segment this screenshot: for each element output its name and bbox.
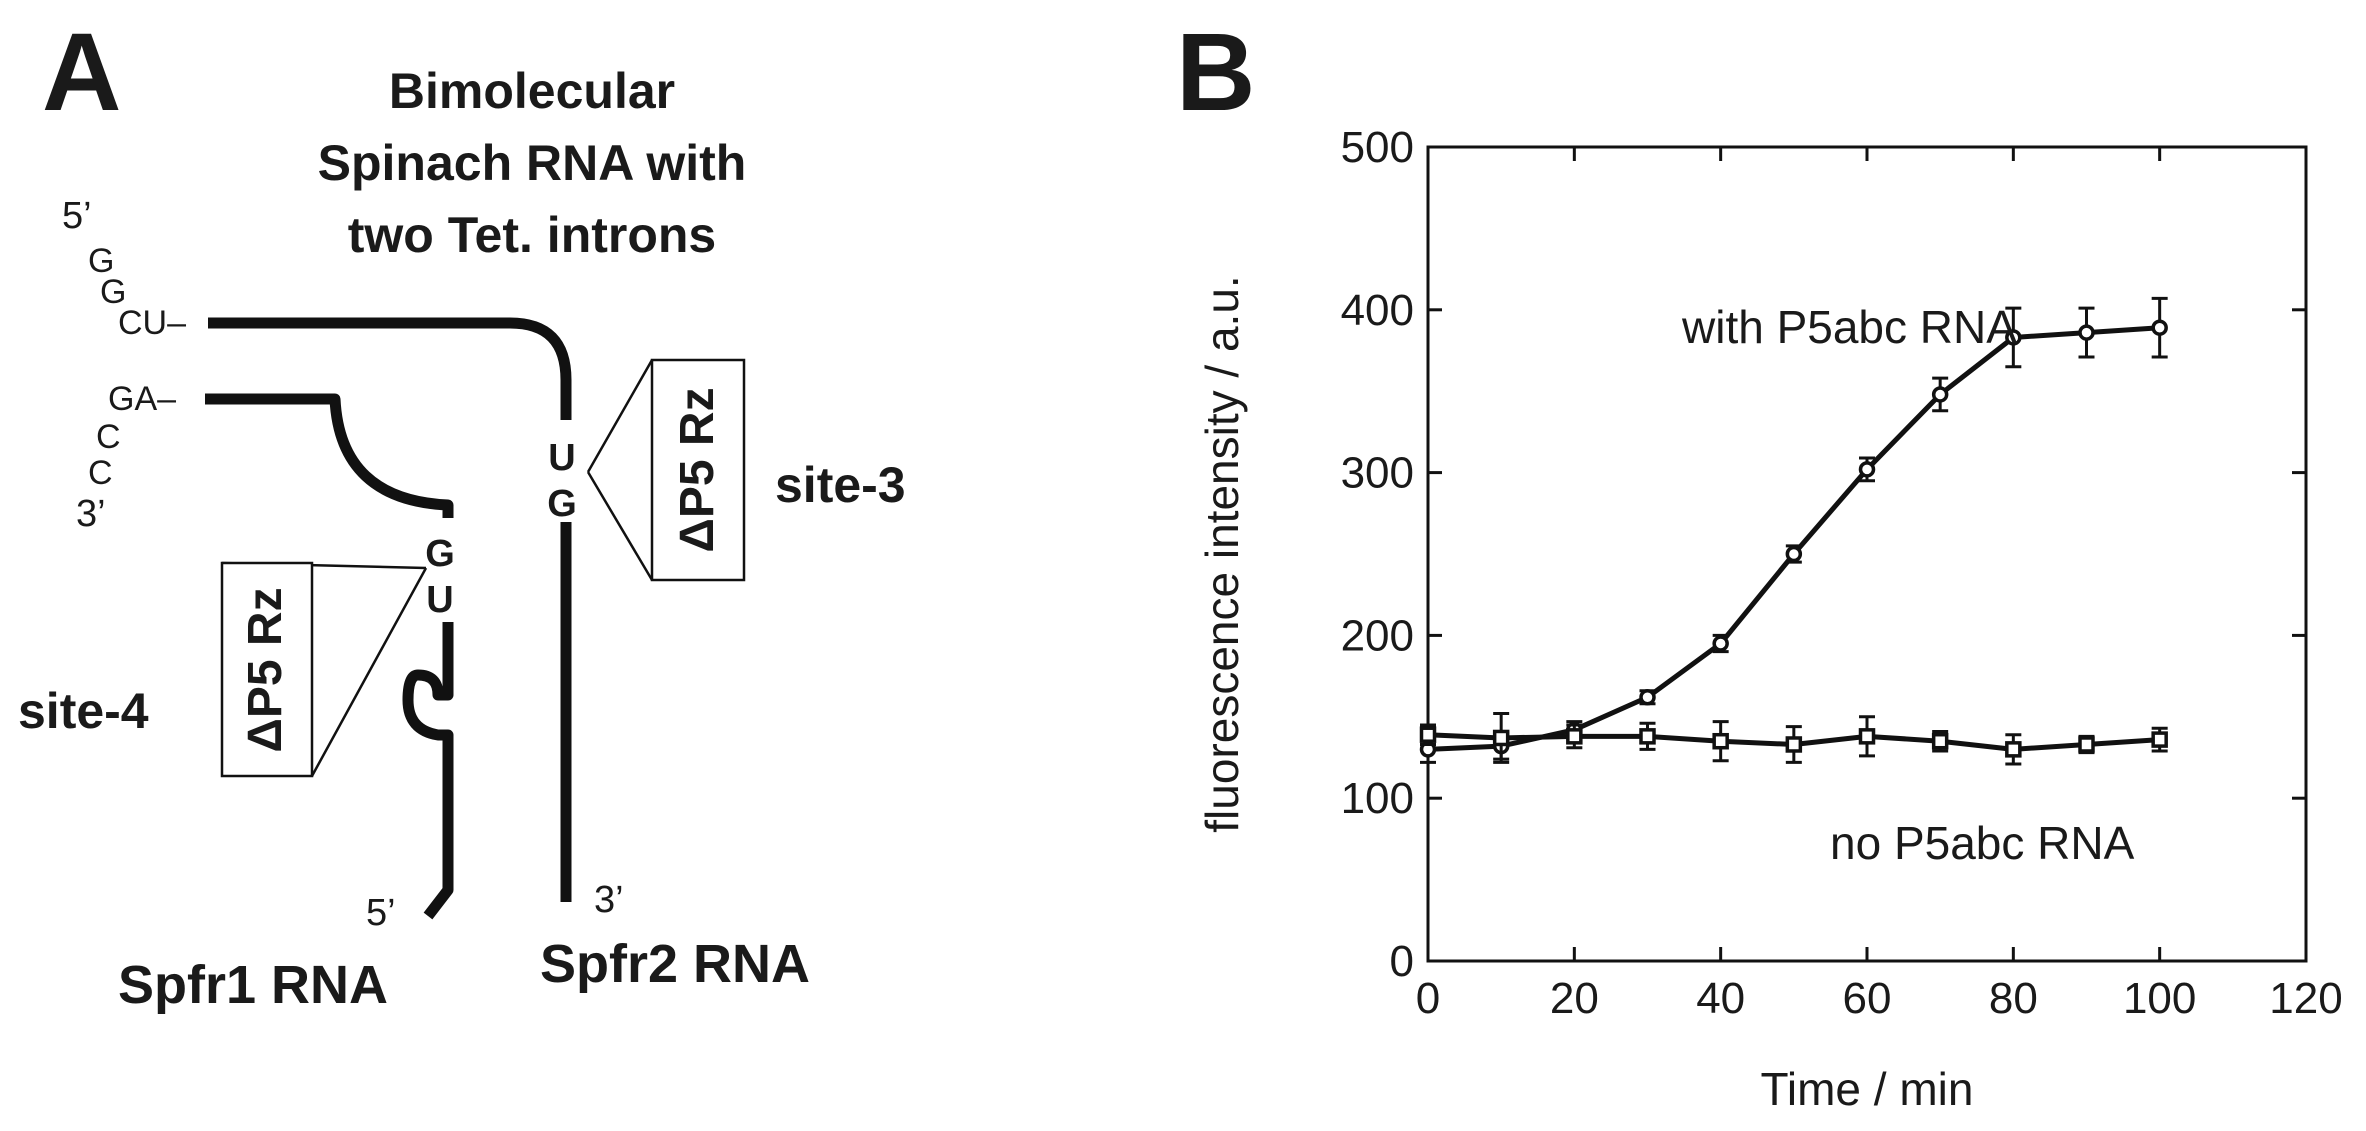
- spfr2-label: Spfr2 RNA: [540, 934, 810, 994]
- panel-b: B 0 20 40 60 80 100 120 0 100 200 300 400 500 Time …: [1176, 11, 2343, 1115]
- x-tick-labels: 0 20 40 60 80 100 120: [1416, 974, 2343, 1023]
- seq-cu: CU–: [118, 304, 186, 342]
- site4-label: site-4: [18, 683, 149, 739]
- y-tick-label-1: 100: [1341, 774, 1414, 823]
- x-tick-label-5: 100: [2123, 974, 2196, 1023]
- series-1-point-8: [2005, 741, 2022, 758]
- seq-ga: GA–: [108, 380, 176, 418]
- x-tick-label-3: 60: [1843, 974, 1892, 1023]
- site3-uridine: U: [548, 437, 575, 479]
- annotation-with-p5abc: with P5abc RNA: [1681, 301, 2017, 353]
- site4-ribozyme: ΔP5 Rz G U site-4: [18, 533, 455, 778]
- site3-label: site-3: [775, 457, 906, 513]
- site4-ribozyme-label: ΔP5 Rz: [239, 587, 292, 752]
- x-tick-label-2: 40: [1696, 974, 1745, 1023]
- annotation-no-p5abc: no P5abc RNA: [1830, 817, 2135, 869]
- diagram-title-line-2: Spinach RNA with: [318, 135, 747, 191]
- data-series: [1419, 296, 2168, 766]
- spfr2-three-prime-end: 3’: [594, 879, 624, 921]
- panel-a: A Bimolecular Spinach RNA with two Tet. …: [18, 11, 906, 1015]
- series-0-point-8: [2005, 329, 2022, 346]
- site3-connector-lines: [586, 359, 654, 581]
- series-1: [1419, 712, 2168, 766]
- series-0-point-7: [1931, 386, 1949, 403]
- fluorescence-chart: 0 20 40 60 80 100 120 0 100 200 300 400 500 Time / …: [1196, 123, 2343, 1115]
- five-prime-label-top: 5’: [62, 195, 92, 237]
- series-1-point-0: [1419, 726, 1437, 743]
- series-1-point-4: [1712, 732, 1729, 750]
- seq-g-first: G: [88, 242, 114, 280]
- series-1-point-9: [2078, 736, 2095, 753]
- panel-letter-a: A: [42, 11, 121, 134]
- spfr1-label: Spfr1 RNA: [118, 955, 388, 1015]
- series-1-point-6: [1858, 728, 1876, 745]
- panel-letter-b: B: [1176, 11, 1255, 134]
- three-prime-label-left: 3’: [76, 493, 106, 535]
- x-tick-label-4: 80: [1989, 974, 2038, 1023]
- seq-c-second: C: [88, 454, 113, 492]
- y-axis-label: fluorescence intensity / a.u.: [1196, 275, 1248, 832]
- y-tick-label-5: 500: [1341, 123, 1414, 172]
- axis-ticks: [1426, 145, 2308, 963]
- series-0: [1419, 296, 2168, 764]
- series-1-point-5: [1785, 736, 1803, 753]
- series-1-point-10: [2151, 731, 2168, 748]
- series-0-point-3: [1639, 689, 1656, 706]
- spfr2-strand-top: [208, 317, 572, 420]
- series-0-line: [1427, 325, 2160, 752]
- spfr1-five-prime-end: 5’: [366, 892, 396, 934]
- series-0-point-4: [1712, 635, 1729, 652]
- spfr1-strand-top: [205, 393, 454, 518]
- x-axis-label: Time / min: [1761, 1063, 1974, 1115]
- series-0-point-5: [1785, 545, 1803, 563]
- seq-c-first: C: [96, 418, 121, 456]
- series-0-point-10: [2151, 319, 2168, 336]
- diagram-title-line-3: two Tet. introns: [348, 207, 716, 263]
- site3-ribozyme-label: ΔP5 Rz: [671, 387, 724, 552]
- y-tick-labels: 0 100 200 300 400 500: [1341, 123, 1414, 986]
- series-1-point-3: [1639, 728, 1656, 745]
- y-tick-label-0: 0: [1390, 937, 1414, 986]
- series-0-point-9: [2078, 324, 2095, 341]
- diagram-title-line-1: Bimolecular: [389, 63, 675, 119]
- site4-ribozyme-box: [220, 561, 314, 778]
- seq-g-second: G: [100, 273, 126, 311]
- y-tick-label-4: 400: [1341, 286, 1414, 335]
- site3-ribozyme: ΔP5 Rz U G site-3: [547, 358, 906, 582]
- series-1-point-7: [1931, 732, 1949, 750]
- y-tick-label-2: 200: [1341, 611, 1414, 660]
- x-tick-label-6: 120: [2269, 974, 2342, 1023]
- x-tick-label-0: 0: [1416, 974, 1440, 1023]
- site4-uridine: U: [426, 579, 453, 621]
- site3-ribozyme-box: [650, 358, 746, 582]
- y-tick-label-3: 300: [1341, 449, 1414, 498]
- spfr1-strand-bottom: [402, 622, 454, 920]
- series-1-point-1: [1492, 729, 1510, 747]
- site3-guanosine: G: [547, 483, 577, 525]
- series-1-point-2: [1566, 728, 1583, 745]
- series-0-point-6: [1858, 461, 1876, 478]
- x-tick-label-1: 20: [1550, 974, 1599, 1023]
- site4-guanosine: G: [425, 533, 455, 575]
